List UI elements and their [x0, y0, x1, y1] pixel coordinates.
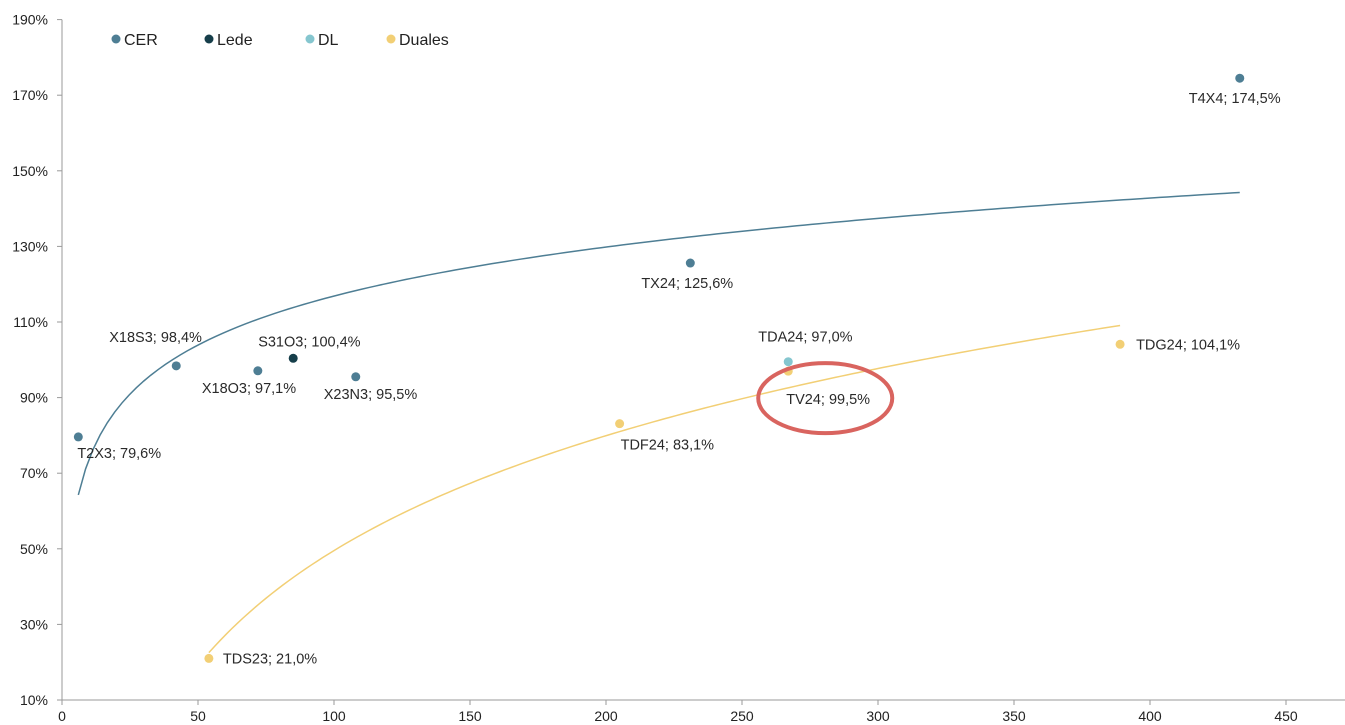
y-tick-label: 50% [20, 541, 48, 557]
x-tick-label: 450 [1274, 708, 1298, 724]
x-tick-label: 0 [58, 708, 66, 724]
trendline-cer [77, 191, 1240, 496]
highlight-layer [756, 361, 895, 436]
data-points [73, 73, 1245, 663]
data-label: TDA24; 97,0% [758, 330, 852, 346]
data-label: TX24; 125,6% [641, 276, 733, 292]
y-tick-label: 30% [20, 616, 48, 632]
legend-label-duales: Duales [399, 32, 449, 49]
legend-label-dl: DL [318, 32, 339, 49]
data-label: X23N3; 95,5% [324, 387, 418, 403]
data-label: X18S3; 98,4% [109, 330, 202, 346]
data-label: T2X3; 79,6% [77, 446, 161, 462]
data-point-dl [783, 357, 793, 367]
x-tick-label: 250 [730, 708, 754, 724]
x-tick-label: 100 [322, 708, 346, 724]
x-tick-label: 200 [594, 708, 618, 724]
data-label: T4X4; 174,5% [1189, 91, 1281, 107]
x-tick-label: 300 [866, 708, 890, 724]
y-tick-label: 190% [12, 12, 48, 28]
data-point-cer [253, 366, 263, 376]
axes: 0 50 100 150 200 250 300 350 400 450 10% 30% 50% 70% 9… [12, 12, 1345, 724]
data-point-cer [171, 361, 181, 371]
y-tick-label: 90% [20, 390, 48, 406]
data-point-duales [615, 419, 625, 429]
legend-marker-lede [204, 34, 214, 44]
y-tick-label: 170% [12, 87, 48, 103]
data-label: TDF24; 83,1% [621, 438, 715, 454]
y-tick-label: 10% [20, 692, 48, 708]
legend-marker-duales [386, 34, 396, 44]
x-tick-label: 400 [1138, 708, 1162, 724]
data-point-duales [1115, 339, 1125, 349]
data-point-cer [685, 258, 695, 268]
data-point-cer [1235, 73, 1245, 83]
data-point-cer [73, 432, 83, 442]
y-tick-label: 150% [12, 163, 48, 179]
data-label: TDS23; 21,0% [223, 651, 317, 667]
y-tick-label: 70% [20, 465, 48, 481]
legend-label-lede: Lede [217, 32, 253, 49]
legend-marker-dl [305, 34, 315, 44]
trendlines [77, 191, 1240, 654]
y-tick-label: 130% [12, 238, 48, 254]
data-point-lede [288, 353, 298, 363]
x-tick-label: 50 [190, 708, 206, 724]
highlight-ellipse [756, 361, 895, 436]
x-tick-label: 150 [458, 708, 482, 724]
data-point-duales [204, 653, 214, 663]
data-labels: T2X3; 79,6% X18S3; 98,4% X18O3; 97,1% S31O3… [77, 91, 1280, 667]
legend: CER Lede DL Duales [111, 32, 449, 49]
legend-label-cer: CER [124, 32, 158, 49]
x-tick-label: 350 [1002, 708, 1026, 724]
data-label: S31O3; 100,4% [258, 334, 360, 350]
legend-marker-cer [111, 34, 121, 44]
trendline-duales [208, 324, 1121, 654]
data-label: X18O3; 97,1% [202, 381, 296, 397]
data-label: TV24; 99,5% [786, 392, 870, 408]
data-label: TDG24; 104,1% [1136, 337, 1240, 353]
data-point-cer [351, 372, 361, 382]
y-tick-label: 110% [13, 314, 48, 330]
